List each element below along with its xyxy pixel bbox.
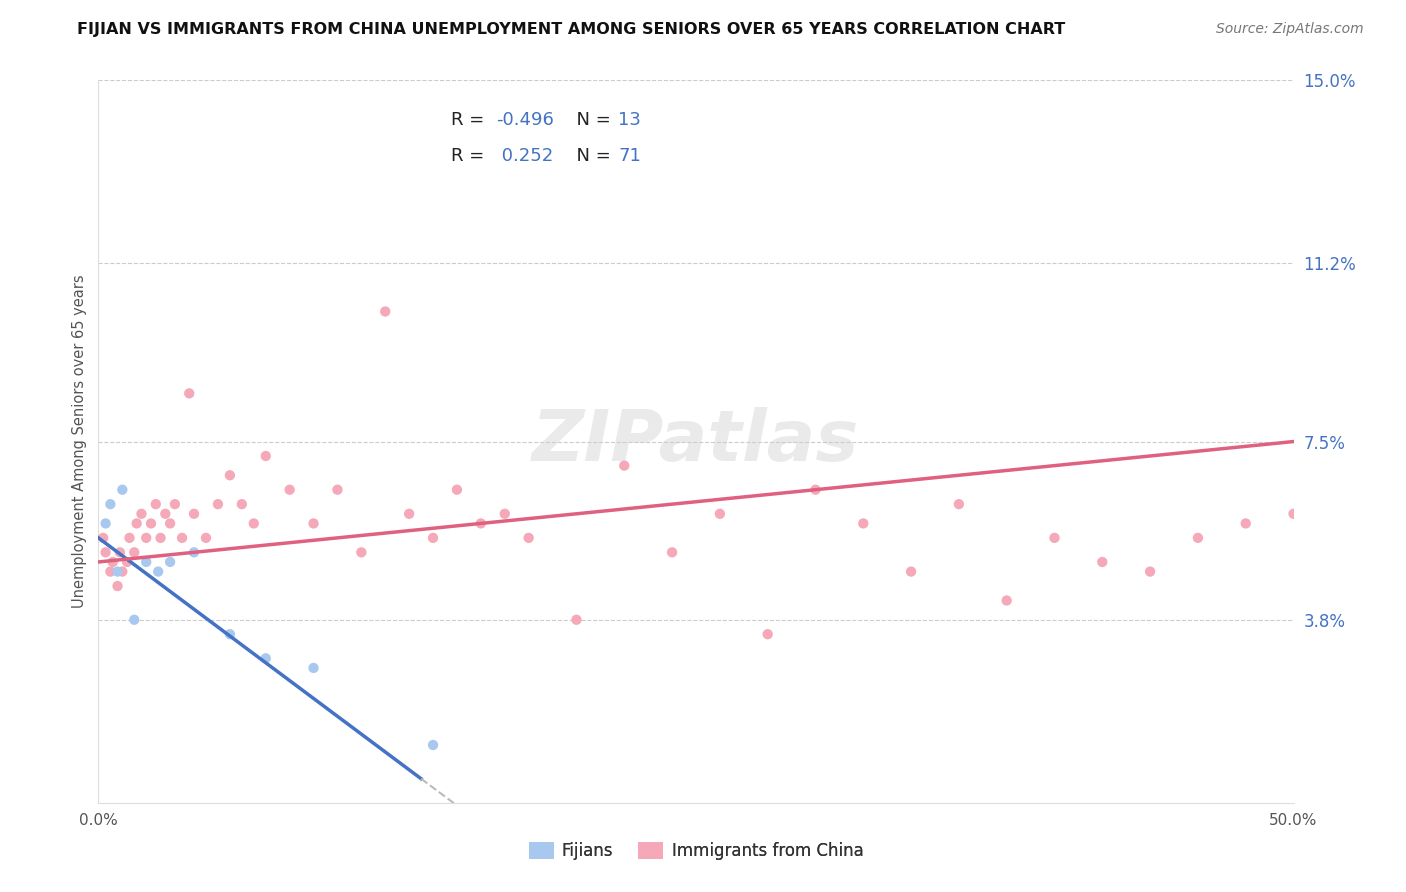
Point xyxy=(159,555,181,569)
Point xyxy=(1091,555,1114,569)
Point xyxy=(179,386,201,401)
Point xyxy=(446,483,468,497)
Text: -0.496: -0.496 xyxy=(496,111,554,129)
Point xyxy=(254,449,277,463)
Point xyxy=(98,497,122,511)
Text: R =: R = xyxy=(451,111,489,129)
Point xyxy=(172,531,194,545)
Point xyxy=(948,497,970,511)
Point xyxy=(565,613,588,627)
Point xyxy=(374,304,396,318)
Point xyxy=(254,651,277,665)
Point xyxy=(195,531,218,545)
Point xyxy=(709,507,731,521)
Point xyxy=(98,565,122,579)
Point xyxy=(398,507,420,521)
Text: N =: N = xyxy=(565,147,616,165)
Point xyxy=(350,545,373,559)
Point xyxy=(107,579,129,593)
Point xyxy=(135,531,157,545)
Point xyxy=(1187,531,1209,545)
Point xyxy=(219,468,242,483)
Point xyxy=(278,483,301,497)
Point xyxy=(1234,516,1257,531)
Point xyxy=(1378,497,1400,511)
Point xyxy=(494,507,516,521)
Point xyxy=(94,545,117,559)
Point xyxy=(756,627,779,641)
Point xyxy=(243,516,266,531)
Point xyxy=(94,516,117,531)
Point xyxy=(1282,507,1305,521)
Point xyxy=(125,516,148,531)
Point xyxy=(1330,531,1353,545)
Point xyxy=(124,613,146,627)
Point xyxy=(517,531,540,545)
Y-axis label: Unemployment Among Seniors over 65 years: Unemployment Among Seniors over 65 years xyxy=(72,275,87,608)
Point xyxy=(124,545,146,559)
Point xyxy=(422,531,444,545)
Point xyxy=(661,545,683,559)
Point xyxy=(302,661,325,675)
Point xyxy=(149,531,172,545)
Point xyxy=(219,627,242,641)
Text: 71: 71 xyxy=(619,147,641,165)
Point xyxy=(101,555,124,569)
Text: N =: N = xyxy=(565,111,616,129)
Point xyxy=(183,545,205,559)
Point xyxy=(135,555,157,569)
Point xyxy=(148,565,170,579)
Point xyxy=(326,483,349,497)
Point xyxy=(111,565,134,579)
Point xyxy=(115,555,138,569)
Point xyxy=(145,497,167,511)
Point xyxy=(155,507,177,521)
Point xyxy=(108,545,131,559)
Point xyxy=(91,531,114,545)
Text: 0.252: 0.252 xyxy=(496,147,554,165)
Point xyxy=(422,738,444,752)
Point xyxy=(111,483,134,497)
Text: 13: 13 xyxy=(619,111,641,129)
Point xyxy=(1139,565,1161,579)
Point xyxy=(613,458,636,473)
Point xyxy=(1043,531,1066,545)
Legend: Fijians, Immigrants from China: Fijians, Immigrants from China xyxy=(522,835,870,867)
Point xyxy=(163,497,186,511)
Point xyxy=(207,497,229,511)
Point xyxy=(107,565,129,579)
Point xyxy=(131,507,153,521)
Point xyxy=(231,497,253,511)
Point xyxy=(183,507,205,521)
Point xyxy=(118,531,141,545)
Point xyxy=(852,516,875,531)
Text: ZIPatlas: ZIPatlas xyxy=(533,407,859,476)
Text: Source: ZipAtlas.com: Source: ZipAtlas.com xyxy=(1216,22,1364,37)
Point xyxy=(139,516,162,531)
Text: FIJIAN VS IMMIGRANTS FROM CHINA UNEMPLOYMENT AMONG SENIORS OVER 65 YEARS CORRELA: FIJIAN VS IMMIGRANTS FROM CHINA UNEMPLOY… xyxy=(77,22,1066,37)
Point xyxy=(804,483,827,497)
Point xyxy=(900,565,922,579)
Point xyxy=(302,516,325,531)
Text: R =: R = xyxy=(451,147,489,165)
Point xyxy=(470,516,492,531)
Point xyxy=(995,593,1018,607)
Point xyxy=(159,516,181,531)
